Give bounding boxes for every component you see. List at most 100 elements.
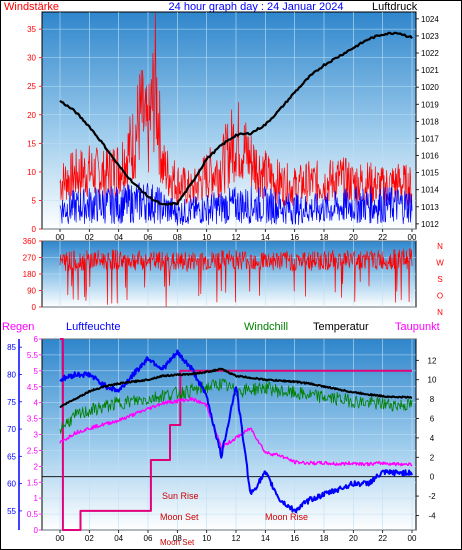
pressure-tick-label: 1019 <box>421 100 439 109</box>
pressure-tick-label: 1021 <box>421 66 439 75</box>
humidity-tick-label: 70 <box>7 425 16 434</box>
pressure-tick-label: 1024 <box>421 15 439 24</box>
compass-letter: O <box>437 292 443 301</box>
hour-tick-label: 20 <box>349 233 358 242</box>
hour-tick-label: 08 <box>173 534 182 543</box>
header-left-label: Windstärke <box>4 1 59 13</box>
wind-tick-label: 5 <box>32 196 37 205</box>
humidity-tick-label: 85 <box>7 343 16 352</box>
windchill-series <box>59 378 413 434</box>
legend-luftfeuchte: Luftfeuchte <box>66 321 120 333</box>
humidity-tick-label: 55 <box>7 507 16 516</box>
humidity-series <box>59 349 413 514</box>
hour-tick-label: 12 <box>232 233 241 242</box>
direction-tick-label: 270 <box>23 254 37 263</box>
rain-tick-label: 5 <box>34 367 39 376</box>
hour-tick-label: 14 <box>261 233 270 242</box>
compass-letter: S <box>437 275 442 284</box>
pressure-series <box>59 31 413 206</box>
wind-speed-axis: 0 5 10 15 20 25 30 35 <box>27 25 42 234</box>
rain-tick-label: 2.5 <box>27 446 39 455</box>
hour-tick-label: 04 <box>114 233 123 242</box>
hour-tick-label: 02 <box>85 233 94 242</box>
legend-temperatur: Temperatur <box>313 321 369 333</box>
temperature-tick-label: 4 <box>430 434 435 443</box>
wind-tick-label: 30 <box>27 54 36 63</box>
rain-tick-label: 3.5 <box>27 415 39 424</box>
humidity-axis: 55 60 65 70 75 80 85 <box>7 339 22 530</box>
hour-tick-label: 22 <box>378 233 387 242</box>
pressure-tick-label: 1016 <box>421 152 439 161</box>
hour-tick-label: 10 <box>202 534 211 543</box>
rain-tick-label: 0.5 <box>27 510 39 519</box>
hour-tick-label: 06 <box>144 233 153 242</box>
gust-series <box>59 12 413 207</box>
hour-tick-label: 16 <box>290 534 299 543</box>
humidity-tick-label: 60 <box>7 480 16 489</box>
hour-tick-label: 06 <box>144 534 153 543</box>
legend-taupunkt: Taupunkt <box>395 321 440 333</box>
climate-panel-hour-axis: 00 02 04 06 08 10 12 14 16 18 20 22 00 <box>56 530 417 543</box>
humidity-tick-label: 80 <box>7 370 16 379</box>
header-right-label: Luftdruck <box>372 1 418 13</box>
direction-panel-marks <box>59 248 413 307</box>
header-title: 24 hour graph day : 24 Januar 2024 <box>169 1 344 13</box>
pressure-tick-label: 1013 <box>421 203 439 212</box>
hour-tick-label: 00 <box>56 534 65 543</box>
hour-tick-label: 22 <box>378 534 387 543</box>
rain-series <box>60 338 412 531</box>
hour-tick-label: 12 <box>232 534 241 543</box>
rain-tick-label: 1.5 <box>27 478 39 487</box>
humidity-tick-label: 65 <box>7 452 16 461</box>
hour-tick-label: 16 <box>290 233 299 242</box>
moon-set-label: Moon Set <box>160 512 199 522</box>
pressure-tick-label: 1018 <box>421 117 439 126</box>
climate-panel-marks <box>59 338 413 531</box>
pressure-tick-label: 1023 <box>421 32 439 41</box>
direction-series <box>59 248 413 307</box>
wind-tick-label: 35 <box>27 25 36 34</box>
hour-tick-label: 04 <box>114 534 123 543</box>
legend-windchill: Windchill <box>244 321 288 333</box>
wind-series <box>59 182 413 226</box>
direction-tick-label: 0 <box>32 303 37 312</box>
wind-tick-label: 20 <box>27 111 36 120</box>
rain-tick-label: 4.5 <box>27 383 39 392</box>
pressure-tick-label: 1014 <box>421 186 439 195</box>
temperature-axis: -4 -2 0 2 4 6 8 10 12 <box>416 356 437 520</box>
temperature-series <box>59 367 413 408</box>
rain-tick-label: 4 <box>34 399 39 408</box>
temperature-tick-label: 2 <box>430 453 435 462</box>
humidity-tick-label: 75 <box>7 398 16 407</box>
wind-tick-label: 0 <box>32 225 37 234</box>
direction-panel-grid <box>42 240 416 308</box>
hour-tick-label: 00 <box>408 534 417 543</box>
rain-tick-label: 0 <box>34 526 39 535</box>
pressure-tick-label: 1017 <box>421 134 439 143</box>
rain-tick-label: 1 <box>34 494 39 503</box>
hour-tick-label: 18 <box>320 534 329 543</box>
rain-tick-label: 3 <box>34 431 39 440</box>
wind-tick-label: 10 <box>27 168 36 177</box>
temperature-tick-label: 6 <box>430 415 435 424</box>
temperature-tick-label: 10 <box>428 376 437 385</box>
pressure-tick-label: 1022 <box>421 49 439 58</box>
moon-rise-label: Moon Rise <box>265 512 308 522</box>
temperature-tick-label: -2 <box>428 492 436 501</box>
wind-panel-hour-axis: 00 02 04 06 08 10 12 14 16 18 20 22 00 <box>56 229 417 242</box>
rain-tick-label: 2 <box>34 462 39 471</box>
wind-panel-marks <box>59 12 413 226</box>
dewpoint-series <box>59 397 413 467</box>
pressure-tick-label: 1015 <box>421 169 439 178</box>
hour-tick-label: 00 <box>408 233 417 242</box>
compass-letter: N <box>437 308 443 317</box>
hour-tick-label: 02 <box>85 534 94 543</box>
hour-tick-label: 14 <box>261 534 270 543</box>
direction-tick-label: 180 <box>23 270 37 279</box>
direction-tick-label: 90 <box>27 287 36 296</box>
rain-tick-label: 5.5 <box>27 351 39 360</box>
wind-tick-label: 25 <box>27 82 36 91</box>
pressure-axis: 1012 1013 1014 1015 1016 1017 1018 1019 1020 1021… <box>416 15 439 229</box>
sun-rise-label: Sun Rise <box>162 491 199 501</box>
